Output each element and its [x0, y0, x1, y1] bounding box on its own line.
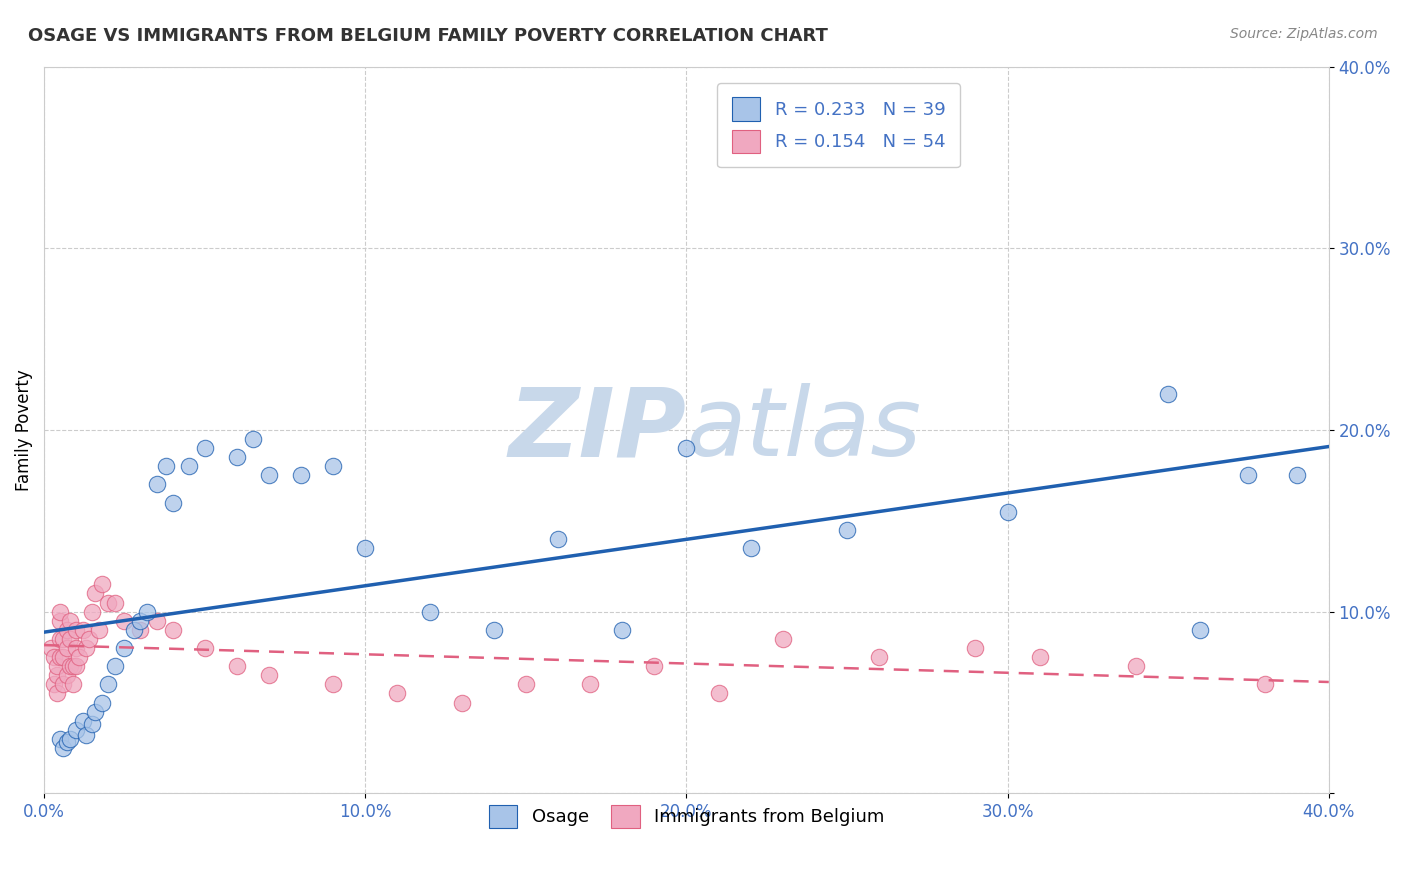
Point — [242, 432, 264, 446]
Point — [225, 659, 247, 673]
Point — [97, 596, 120, 610]
Point — [177, 459, 200, 474]
Point — [59, 614, 82, 628]
Point — [52, 650, 75, 665]
Point — [90, 577, 112, 591]
Point — [835, 523, 858, 537]
Point — [42, 677, 65, 691]
Point — [77, 632, 100, 646]
Point — [75, 640, 97, 655]
Point — [965, 640, 987, 655]
Point — [135, 605, 157, 619]
Point — [49, 731, 72, 746]
Point — [49, 614, 72, 628]
Point — [740, 541, 762, 555]
Point — [42, 650, 65, 665]
Point — [72, 623, 94, 637]
Point — [59, 632, 82, 646]
Point — [257, 668, 280, 682]
Point — [579, 677, 602, 691]
Point — [675, 441, 697, 455]
Point — [97, 677, 120, 691]
Point — [62, 677, 84, 691]
Point — [90, 696, 112, 710]
Point — [387, 686, 409, 700]
Point — [112, 640, 135, 655]
Point — [52, 740, 75, 755]
Point — [84, 586, 107, 600]
Point — [612, 623, 634, 637]
Point — [65, 623, 87, 637]
Point — [46, 659, 69, 673]
Text: OSAGE VS IMMIGRANTS FROM BELGIUM FAMILY POVERTY CORRELATION CHART: OSAGE VS IMMIGRANTS FROM BELGIUM FAMILY … — [28, 27, 828, 45]
Point — [84, 705, 107, 719]
Point — [868, 650, 890, 665]
Point — [104, 596, 127, 610]
Point — [354, 541, 377, 555]
Point — [69, 650, 91, 665]
Point — [75, 728, 97, 742]
Point — [145, 477, 167, 491]
Point — [322, 677, 344, 691]
Point — [62, 659, 84, 673]
Point — [1157, 386, 1180, 401]
Point — [515, 677, 537, 691]
Point — [49, 605, 72, 619]
Point — [1189, 623, 1212, 637]
Point — [65, 659, 87, 673]
Point — [482, 623, 505, 637]
Point — [49, 650, 72, 665]
Point — [65, 640, 87, 655]
Point — [290, 468, 312, 483]
Text: ZIP: ZIP — [509, 384, 686, 476]
Point — [65, 723, 87, 737]
Point — [322, 459, 344, 474]
Point — [1125, 659, 1147, 673]
Point — [122, 623, 145, 637]
Point — [450, 696, 472, 710]
Point — [59, 731, 82, 746]
Point — [49, 632, 72, 646]
Point — [55, 668, 77, 682]
Point — [112, 614, 135, 628]
Point — [707, 686, 730, 700]
Point — [643, 659, 665, 673]
Point — [39, 640, 62, 655]
Point — [547, 532, 569, 546]
Point — [1285, 468, 1308, 483]
Point — [997, 505, 1019, 519]
Point — [162, 623, 184, 637]
Point — [52, 632, 75, 646]
Point — [59, 659, 82, 673]
Point — [194, 640, 217, 655]
Point — [55, 640, 77, 655]
Point — [1237, 468, 1260, 483]
Point — [145, 614, 167, 628]
Point — [82, 605, 104, 619]
Point — [55, 735, 77, 749]
Point — [257, 468, 280, 483]
Point — [418, 605, 440, 619]
Point — [72, 714, 94, 728]
Point — [104, 659, 127, 673]
Point — [46, 668, 69, 682]
Point — [52, 677, 75, 691]
Point — [194, 441, 217, 455]
Point — [87, 623, 110, 637]
Point — [162, 496, 184, 510]
Point — [1253, 677, 1275, 691]
Point — [1028, 650, 1050, 665]
Text: atlas: atlas — [686, 384, 921, 476]
Point — [82, 717, 104, 731]
Point — [155, 459, 177, 474]
Text: Source: ZipAtlas.com: Source: ZipAtlas.com — [1230, 27, 1378, 41]
Point — [46, 686, 69, 700]
Point — [772, 632, 794, 646]
Point — [55, 623, 77, 637]
Point — [129, 623, 152, 637]
Point — [225, 450, 247, 465]
Point — [129, 614, 152, 628]
Y-axis label: Family Poverty: Family Poverty — [15, 369, 32, 491]
Legend: Osage, Immigrants from Belgium: Osage, Immigrants from Belgium — [481, 797, 891, 835]
